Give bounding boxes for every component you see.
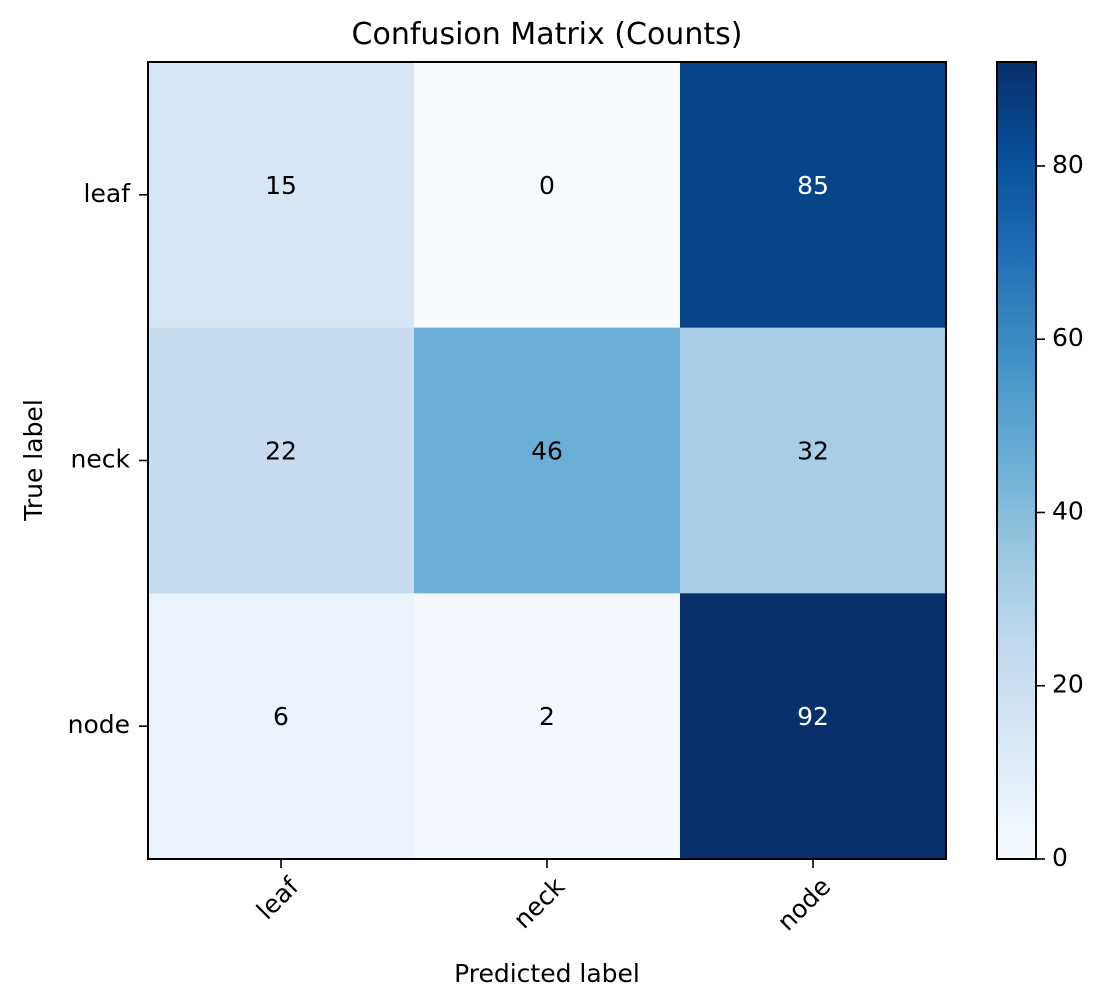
heatmap-cell — [414, 593, 681, 860]
colorbar-frame — [996, 61, 1037, 860]
x-tick-label: neck — [508, 871, 571, 934]
x-axis: leaf neck node — [251, 859, 836, 936]
x-tick-label: node — [772, 872, 837, 937]
cell-value-label: 6 — [273, 702, 289, 731]
cell-value-label: 2 — [539, 702, 555, 731]
colorbar-tick-label: 60 — [1052, 323, 1084, 352]
heatmap-cell — [680, 327, 947, 594]
cell-value-label: 0 — [539, 171, 555, 200]
cell-value-label: 92 — [797, 702, 829, 731]
colorbar-tick-label: 20 — [1052, 670, 1084, 699]
cell-value-label: 85 — [797, 171, 829, 200]
heatmap-cell — [414, 62, 681, 329]
y-tick-label: node — [68, 710, 130, 739]
y-axis: leaf neck node — [68, 179, 148, 739]
heatmap-cell — [414, 327, 681, 594]
colorbar — [997, 62, 1036, 859]
colorbar-tick-label: 80 — [1052, 150, 1084, 179]
heatmap-cell — [148, 62, 415, 329]
heatmap-cell — [148, 593, 415, 860]
cell-value-label: 32 — [797, 437, 829, 466]
heatmap-cell — [680, 62, 947, 329]
x-tick-label: leaf — [251, 871, 305, 925]
cell-value-label: 22 — [265, 437, 297, 466]
colorbar-tick-label: 0 — [1052, 843, 1068, 872]
cell-value-label: 46 — [531, 437, 563, 466]
colorbar-tick-label: 40 — [1052, 496, 1084, 525]
heatmap-cell — [680, 593, 947, 860]
heatmap-cells — [148, 62, 947, 860]
heatmap-cell — [148, 327, 415, 594]
y-axis-label: True label — [19, 399, 48, 522]
x-axis-label: Predicted label — [454, 959, 640, 988]
chart-title: Confusion Matrix (Counts) — [352, 17, 743, 52]
colorbar-axis: 0 20 40 60 80 — [1036, 150, 1084, 872]
y-tick-label: leaf — [84, 179, 132, 208]
cell-value-label: 15 — [265, 171, 297, 200]
y-tick-label: neck — [71, 445, 131, 474]
